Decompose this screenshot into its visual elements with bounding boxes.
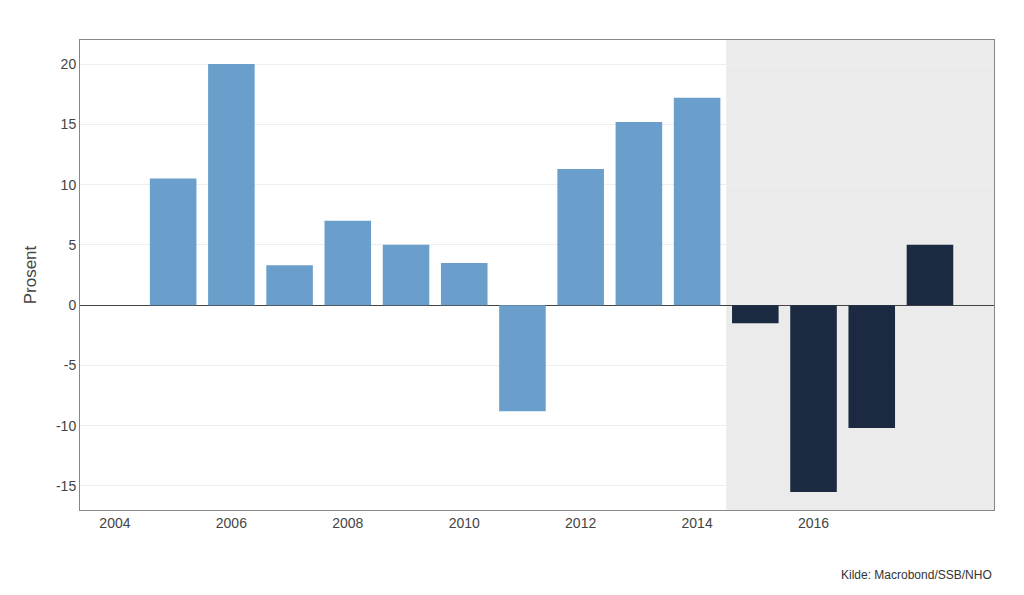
svg-text:10: 10 — [61, 177, 77, 193]
svg-text:Kilde: Macrobond/SSB/NHO: Kilde: Macrobond/SSB/NHO — [841, 568, 992, 582]
svg-text:2006: 2006 — [216, 515, 247, 531]
svg-text:15: 15 — [61, 116, 77, 132]
svg-text:-5: -5 — [64, 357, 77, 373]
svg-text:20: 20 — [61, 56, 77, 72]
svg-text:2010: 2010 — [449, 515, 480, 531]
svg-text:2004: 2004 — [99, 515, 130, 531]
svg-text:0: 0 — [68, 297, 76, 313]
svg-text:2012: 2012 — [565, 515, 596, 531]
svg-text:-10: -10 — [56, 418, 76, 434]
svg-text:2008: 2008 — [332, 515, 363, 531]
svg-text:-15: -15 — [56, 478, 76, 494]
svg-text:5: 5 — [68, 237, 76, 253]
svg-text:2016: 2016 — [798, 515, 829, 531]
svg-text:2014: 2014 — [682, 515, 713, 531]
svg-text:Prosent: Prosent — [21, 245, 40, 304]
